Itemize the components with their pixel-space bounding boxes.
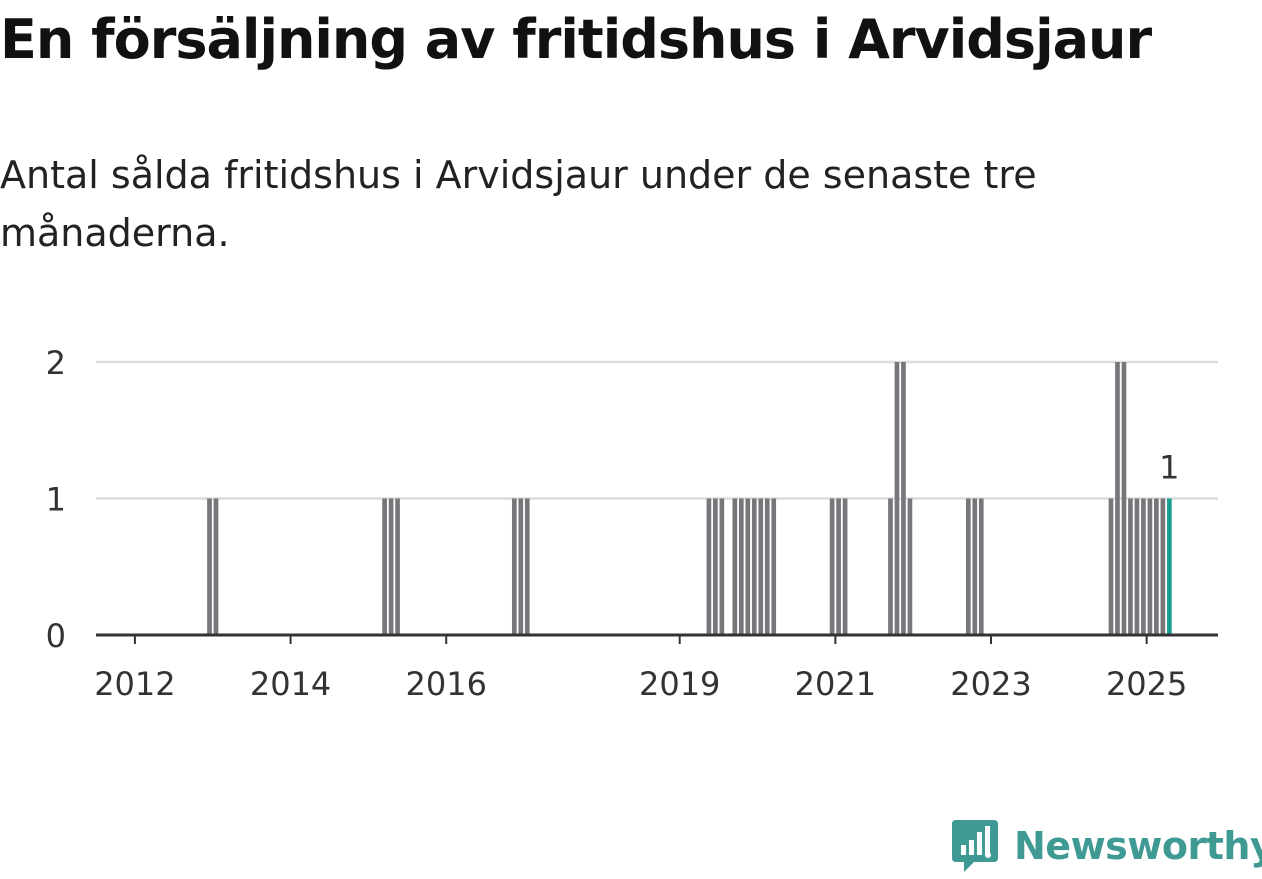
bar <box>745 498 751 635</box>
bar <box>213 498 219 635</box>
bar <box>1154 498 1159 635</box>
bar <box>972 498 978 635</box>
bars <box>207 362 1172 635</box>
bar <box>978 498 984 635</box>
y-tick-label: 2 <box>46 344 66 382</box>
chart-title: En försäljning av fritidshus i Arvidsjau… <box>0 8 1152 71</box>
newsworthy-logo-icon <box>952 820 998 872</box>
x-tick-label: 2021 <box>795 665 876 703</box>
bar <box>395 498 400 635</box>
highlighted-bar <box>1167 498 1172 635</box>
x-axis: 2012 2014 2016 2019 2021 2023 2025 <box>94 633 1218 703</box>
bar <box>1147 498 1153 635</box>
bar <box>382 498 387 635</box>
bar <box>1121 362 1127 635</box>
bar <box>907 498 913 635</box>
bar-chart: 2012 2014 2016 2019 2021 2023 2025 0 1 2 1 <box>46 344 1218 703</box>
bar <box>1108 498 1114 635</box>
annotations: 1 <box>1159 449 1179 487</box>
highlight-value-label: 1 <box>1159 449 1179 487</box>
bar <box>738 498 744 635</box>
bar <box>758 498 764 635</box>
bar <box>764 498 770 635</box>
bar <box>965 498 971 635</box>
x-tick-label: 2016 <box>406 665 487 703</box>
bar <box>207 498 212 635</box>
bar <box>1128 498 1133 635</box>
bar <box>888 498 893 635</box>
y-tick-label: 0 <box>46 617 66 655</box>
x-tick-label: 2023 <box>950 665 1031 703</box>
newsworthy-logo: Newsworthy <box>950 818 1262 874</box>
bar <box>1160 498 1166 635</box>
x-tick-label: 2014 <box>250 665 331 703</box>
x-tick-label: 2019 <box>639 665 720 703</box>
x-tick-label: 2012 <box>94 665 175 703</box>
chart-subtitle: Antal sålda fritidshus i Arvidsjaur unde… <box>0 153 1037 255</box>
x-tick-label: 2025 <box>1106 665 1187 703</box>
bar <box>771 498 777 635</box>
brand-name: Newsworthy <box>1014 824 1262 868</box>
bar <box>829 498 835 635</box>
bar <box>511 498 517 635</box>
bar <box>713 498 718 635</box>
bar <box>1115 362 1120 635</box>
bar <box>518 498 524 635</box>
bar <box>894 362 900 635</box>
y-tick-label: 1 <box>46 481 66 519</box>
bar <box>388 498 394 635</box>
bar <box>706 498 712 635</box>
bar <box>901 362 906 635</box>
bar <box>842 498 848 635</box>
bar <box>836 498 841 635</box>
bar <box>1134 498 1140 635</box>
bar <box>751 498 757 635</box>
bar <box>719 498 725 635</box>
bar <box>1141 498 1146 635</box>
y-axis: 0 1 2 <box>46 344 66 655</box>
grid-lines <box>96 360 1218 500</box>
bar <box>524 498 530 635</box>
bar <box>732 498 738 635</box>
